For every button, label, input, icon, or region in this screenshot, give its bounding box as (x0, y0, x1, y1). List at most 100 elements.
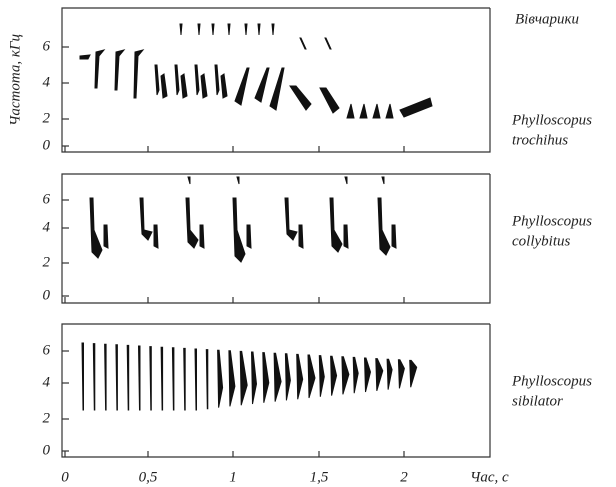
sonogram-mark (397, 359, 405, 389)
sonogram-mark (284, 353, 291, 401)
y-tick-label: 0 (43, 442, 51, 458)
y-tick-label: 4 (43, 74, 51, 90)
sonogram-mark (153, 224, 159, 249)
sonogram-mark (363, 357, 372, 393)
sonogram-mark (273, 352, 282, 402)
sonogram-mark (114, 49, 126, 91)
panel-label: collybitus (512, 233, 570, 249)
sonogram-mark (89, 197, 103, 259)
sonogram-mark (344, 176, 348, 185)
x-tick-label: 1 (229, 469, 237, 485)
sonogram-mark (284, 197, 298, 241)
sonogram-mark (318, 355, 325, 397)
y-tick-label: 6 (43, 191, 51, 207)
sonogram-mark (269, 67, 285, 111)
sonogram-mark (92, 343, 96, 411)
sonogram-mark (246, 224, 252, 249)
sonogram-mark (171, 347, 175, 411)
sonogram-mark (185, 197, 199, 249)
sonogram-mark (409, 359, 418, 388)
panel-frame (61, 7, 491, 153)
sonogram-mark (179, 23, 183, 36)
sonogram-mark (160, 73, 168, 99)
sonogram-mark (239, 350, 248, 406)
sonogram-mark (386, 358, 393, 390)
sonogram-mark (254, 67, 270, 103)
panel-label: sibilator (512, 393, 563, 409)
sonogram-mark (381, 176, 385, 185)
sonogram-mark (234, 67, 250, 106)
sonogram-mark (227, 23, 231, 36)
sonogram-mark (115, 344, 118, 411)
sonogram-mark (154, 64, 160, 96)
sonogram-mark (133, 49, 145, 99)
sonogram-mark (343, 224, 349, 249)
sonogram-mark (391, 224, 397, 249)
y-tick-label: 6 (43, 38, 51, 54)
y-tick-label: 2 (43, 110, 51, 126)
y-tick-label: 4 (43, 374, 51, 390)
sonogram-mark (329, 197, 343, 253)
panel-label: Вівчарики (515, 11, 579, 27)
y-tick-label: 0 (43, 137, 51, 153)
sonogram-mark (197, 23, 201, 36)
sonogram-mark (296, 353, 304, 400)
sonogram-mark (375, 358, 384, 391)
sonogram-mark (194, 348, 197, 411)
sonogram-mark (299, 37, 307, 50)
sonogram-mark (289, 85, 312, 111)
y-tick-label: 4 (43, 219, 51, 235)
sonogram-mark (139, 197, 153, 241)
sonogram-mark (236, 176, 240, 185)
sonogram-mark (372, 103, 381, 119)
sonogram-mark (244, 23, 248, 36)
panel-label: Phylloscopus (511, 213, 592, 229)
x-tick-label: 0,5 (139, 469, 158, 485)
sonogram-mark (126, 344, 130, 411)
sonogram-mark (228, 350, 236, 407)
sonogram-mark (183, 347, 186, 411)
panel-label: Phylloscopus (511, 112, 592, 128)
panel-frame (61, 173, 491, 304)
sonogram-mark (200, 73, 208, 99)
sonogram-mark (298, 224, 304, 249)
sonogram-mark (194, 64, 200, 96)
x-tick-label: 2 (400, 469, 408, 485)
sonogram-mark (330, 355, 338, 396)
sonogram-mark (160, 346, 164, 411)
sonogram-mark (346, 103, 355, 119)
sonogram-mark (341, 356, 350, 395)
y-tick-label: 2 (43, 410, 51, 426)
sonogram-mark (271, 23, 275, 36)
sonogram-mark (174, 64, 180, 96)
panel-label: Phylloscopus (511, 373, 592, 389)
y-axis-label: Частота, кГц (7, 34, 23, 126)
sonogram-mark (250, 351, 258, 405)
sonogram-mark (104, 343, 107, 411)
sonogram-mark (232, 197, 246, 263)
panel-frame (61, 323, 491, 458)
sonogram-mark (324, 37, 332, 50)
sonogram-mark (103, 224, 109, 249)
sonogram-mark (307, 354, 316, 399)
panel-label: trochihus (512, 132, 568, 148)
sonogram-mark (180, 73, 188, 99)
sonograms (79, 23, 433, 411)
y-tick-label: 0 (43, 287, 51, 303)
sonogram-mark (199, 224, 205, 249)
sonogram-mark (262, 352, 270, 403)
sonogram-mark (257, 23, 261, 36)
sonogram-mark (359, 103, 368, 119)
x-tick-label: 0 (61, 469, 69, 485)
sonogram-mark (377, 197, 391, 256)
sonogram-mark (149, 346, 152, 411)
sonogram-mark (217, 349, 224, 408)
sonogram-mark (187, 176, 191, 185)
x-axis-label: Час, с (470, 469, 509, 485)
sonogram-mark (81, 342, 84, 411)
sonogram-mark (214, 64, 220, 96)
sonogram-mark (79, 54, 91, 60)
sonogram-mark (94, 49, 106, 89)
sonogram-mark (319, 87, 340, 114)
